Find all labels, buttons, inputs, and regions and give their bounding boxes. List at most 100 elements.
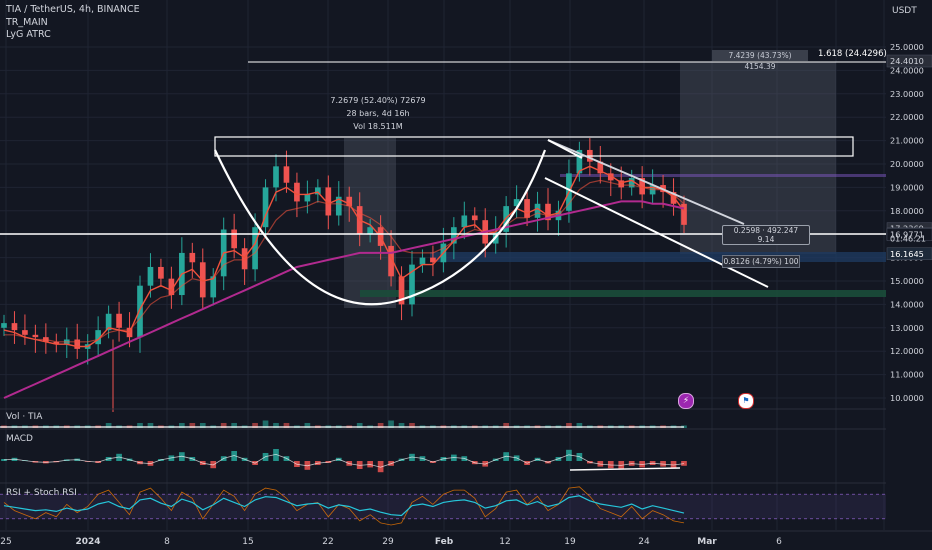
volume-bar [576, 423, 583, 428]
candle-body [576, 149, 583, 174]
volume-pane [0, 408, 932, 428]
macd-histogram-bar [566, 449, 572, 461]
price-tick-label: 12.0000 [890, 346, 924, 356]
volume-pane-label[interactable]: Vol · TIA [6, 412, 43, 422]
macd-histogram-bar [681, 461, 687, 466]
flag-icon[interactable]: ⚑ [738, 393, 754, 409]
volume-bar [273, 423, 279, 428]
volume-bar [566, 423, 572, 428]
volume-bar [189, 423, 196, 428]
currency-label: USDT [892, 6, 917, 16]
candle-body [346, 196, 353, 207]
candle-body [11, 323, 18, 331]
candle-body [22, 330, 28, 335]
price-tick-label: 21.0000 [890, 136, 924, 146]
indicator-tr-main[interactable]: TR_MAIN [6, 17, 48, 28]
time-tick-label: 19 [564, 537, 576, 547]
candle-body [53, 341, 60, 345]
candle-body [534, 203, 541, 218]
candle-body [158, 266, 164, 279]
volume-bar [199, 423, 206, 428]
candle-body [147, 266, 154, 286]
time-tick-label: 29 [382, 537, 394, 547]
macd-histogram-bar [1, 459, 7, 461]
volume-bar [220, 423, 227, 428]
candle-body [189, 252, 196, 263]
volume-bar [304, 423, 311, 428]
price-tick-label: 23.0000 [890, 89, 924, 99]
candle-body [628, 178, 635, 188]
macd-pane: 0.50000.0000 [0, 428, 932, 473]
price-axis-bg [886, 0, 932, 550]
price-label-text: 16.9771 [890, 230, 924, 240]
price-tick-label: 24.0000 [890, 65, 924, 75]
candle-body [451, 227, 457, 244]
price-tick-label: 10.0000 [890, 393, 924, 403]
price-range-line-2: 9.14 [757, 235, 775, 244]
macd-histogram-bar [377, 461, 384, 473]
candle-body [315, 187, 321, 195]
stoch-rsi-line [3, 486, 685, 526]
candle-body [74, 339, 81, 349]
volume-bar [231, 423, 237, 428]
time-axis[interactable]: 25 2024 8 15 22 29 Feb 12 19 24 Mar 6 [0, 530, 932, 550]
candle-body [262, 187, 269, 228]
time-tick-label: 22 [322, 537, 333, 547]
price-tick-label: 14.0000 [890, 299, 924, 309]
time-tick-label: 24 [638, 537, 650, 547]
macd-pane-label[interactable]: MACD [6, 434, 33, 444]
price-axis[interactable]: 10.0000 11.0000 12.0000 13.0000 14.0000 15.00… [886, 0, 932, 550]
ema-line-2 [4, 179, 685, 343]
candle-body [304, 194, 311, 202]
rsi-pane: 100.000050.00000.000050.0000 [0, 481, 932, 532]
price-tick-label: 25.0000 [890, 42, 924, 52]
candle-body [681, 203, 687, 225]
time-tick-label: 6 [776, 537, 782, 547]
indicator-lyg-atrc[interactable]: LyG ATRC [6, 29, 51, 40]
time-tick-label: 25 [0, 537, 11, 547]
fib-level-label: 1.618 (24.4296) [818, 49, 887, 59]
candle-body [105, 313, 112, 331]
candle-body [252, 227, 258, 270]
ema-line-3 [3, 200, 685, 399]
price-tick-label: 15.0000 [890, 276, 924, 286]
symbol-title[interactable]: TIA / TetherUS, 4h, BINANCE [6, 4, 140, 15]
time-tick-label: 2024 [75, 537, 100, 547]
time-tick-label: 8 [164, 537, 170, 547]
candle-body [210, 276, 217, 298]
measure-line-2: 28 bars, 4d 16h [346, 109, 410, 118]
price-band-blue [430, 252, 886, 262]
candle-body [137, 285, 143, 338]
candle-body [388, 245, 394, 277]
price-tick-label: 18.0000 [890, 206, 924, 216]
candle-body [461, 215, 468, 228]
candle-body [524, 199, 530, 218]
candle-body [597, 161, 604, 174]
macd-line [3, 453, 685, 468]
lightning-icon[interactable]: ⚡ [678, 393, 694, 409]
volume-bar [356, 423, 363, 428]
volume-bar [147, 423, 154, 428]
price-range-box-2: 0.8126 (4.79%) 100 [722, 255, 800, 268]
time-tick-label: 15 [242, 537, 253, 547]
candle-body [325, 187, 332, 216]
price-tick-label: 19.0000 [890, 182, 924, 192]
candle-body [639, 178, 645, 195]
countdown-label: 01:46:21 [890, 235, 926, 244]
price-tick-label: 13.0000 [890, 323, 924, 333]
candle-body [294, 182, 300, 202]
target-box-label: 7.4239 (43.73%) 4154.39 [712, 50, 808, 71]
candle-body [283, 166, 290, 183]
wedge-lower-line [544, 177, 769, 288]
cup-curve [214, 149, 547, 306]
rsi-pane-label[interactable]: RSI + Stoch RSI [6, 488, 77, 498]
overlay-drawings [0, 61, 886, 306]
candle-body [335, 196, 342, 216]
measure-line-3: Vol 18.511M [353, 122, 403, 131]
price-label-bg [886, 54, 932, 68]
candle-body [545, 203, 551, 221]
candle-body [398, 276, 405, 305]
candle-body [419, 257, 426, 265]
candle-body [231, 229, 237, 249]
